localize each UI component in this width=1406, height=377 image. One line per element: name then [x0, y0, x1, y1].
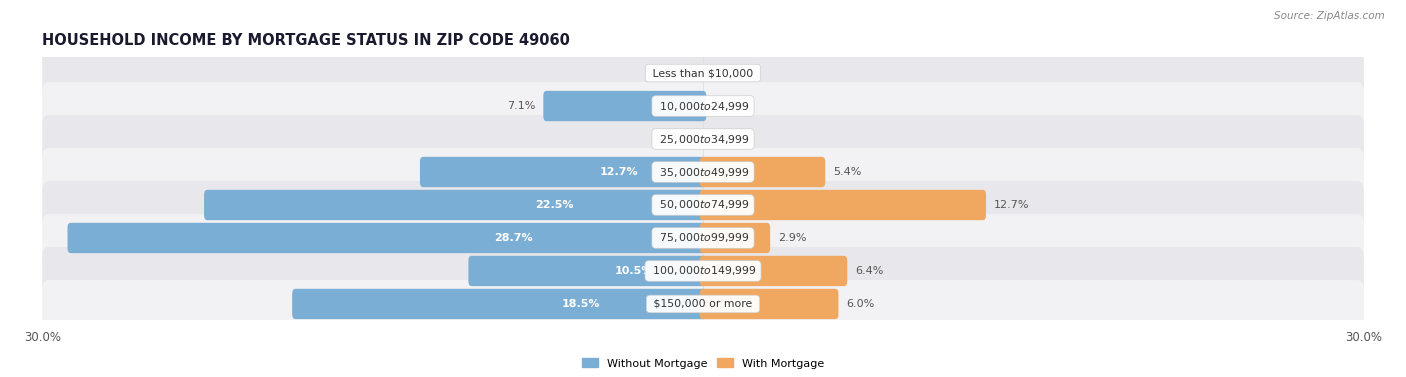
FancyBboxPatch shape — [468, 256, 706, 286]
FancyBboxPatch shape — [42, 49, 1364, 97]
FancyBboxPatch shape — [700, 190, 986, 220]
Text: $25,000 to $34,999: $25,000 to $34,999 — [655, 133, 751, 146]
FancyBboxPatch shape — [67, 223, 706, 253]
Text: 0.0%: 0.0% — [714, 68, 742, 78]
FancyBboxPatch shape — [42, 181, 1364, 229]
FancyBboxPatch shape — [543, 91, 706, 121]
FancyBboxPatch shape — [292, 289, 706, 319]
Text: $100,000 to $149,999: $100,000 to $149,999 — [648, 265, 758, 277]
FancyBboxPatch shape — [700, 223, 770, 253]
Legend: Without Mortgage, With Mortgage: Without Mortgage, With Mortgage — [578, 354, 828, 373]
Text: 6.0%: 6.0% — [846, 299, 875, 309]
Text: Less than $10,000: Less than $10,000 — [650, 68, 756, 78]
Text: $75,000 to $99,999: $75,000 to $99,999 — [655, 231, 751, 244]
FancyBboxPatch shape — [42, 115, 1364, 163]
Text: 7.1%: 7.1% — [508, 101, 536, 111]
FancyBboxPatch shape — [420, 157, 706, 187]
Text: 12.7%: 12.7% — [994, 200, 1029, 210]
Text: 0.0%: 0.0% — [714, 134, 742, 144]
Text: HOUSEHOLD INCOME BY MORTGAGE STATUS IN ZIP CODE 49060: HOUSEHOLD INCOME BY MORTGAGE STATUS IN Z… — [42, 34, 569, 48]
FancyBboxPatch shape — [42, 214, 1364, 262]
Text: 5.4%: 5.4% — [832, 167, 862, 177]
FancyBboxPatch shape — [204, 190, 706, 220]
FancyBboxPatch shape — [700, 256, 848, 286]
Text: 18.5%: 18.5% — [561, 299, 600, 309]
Text: $10,000 to $24,999: $10,000 to $24,999 — [655, 100, 751, 112]
Text: 10.5%: 10.5% — [614, 266, 652, 276]
FancyBboxPatch shape — [42, 82, 1364, 130]
FancyBboxPatch shape — [42, 280, 1364, 328]
Text: $35,000 to $49,999: $35,000 to $49,999 — [655, 166, 751, 178]
Text: 12.7%: 12.7% — [600, 167, 638, 177]
FancyBboxPatch shape — [700, 289, 838, 319]
Text: $150,000 or more: $150,000 or more — [650, 299, 756, 309]
Text: 0.0%: 0.0% — [664, 134, 692, 144]
FancyBboxPatch shape — [700, 157, 825, 187]
Text: 6.4%: 6.4% — [855, 266, 883, 276]
FancyBboxPatch shape — [42, 247, 1364, 295]
Text: Source: ZipAtlas.com: Source: ZipAtlas.com — [1274, 11, 1385, 21]
Text: $50,000 to $74,999: $50,000 to $74,999 — [655, 199, 751, 211]
Text: 0.0%: 0.0% — [664, 68, 692, 78]
Text: 0.0%: 0.0% — [714, 101, 742, 111]
FancyBboxPatch shape — [42, 148, 1364, 196]
Text: 22.5%: 22.5% — [536, 200, 574, 210]
Text: 2.9%: 2.9% — [778, 233, 807, 243]
Text: 28.7%: 28.7% — [494, 233, 533, 243]
